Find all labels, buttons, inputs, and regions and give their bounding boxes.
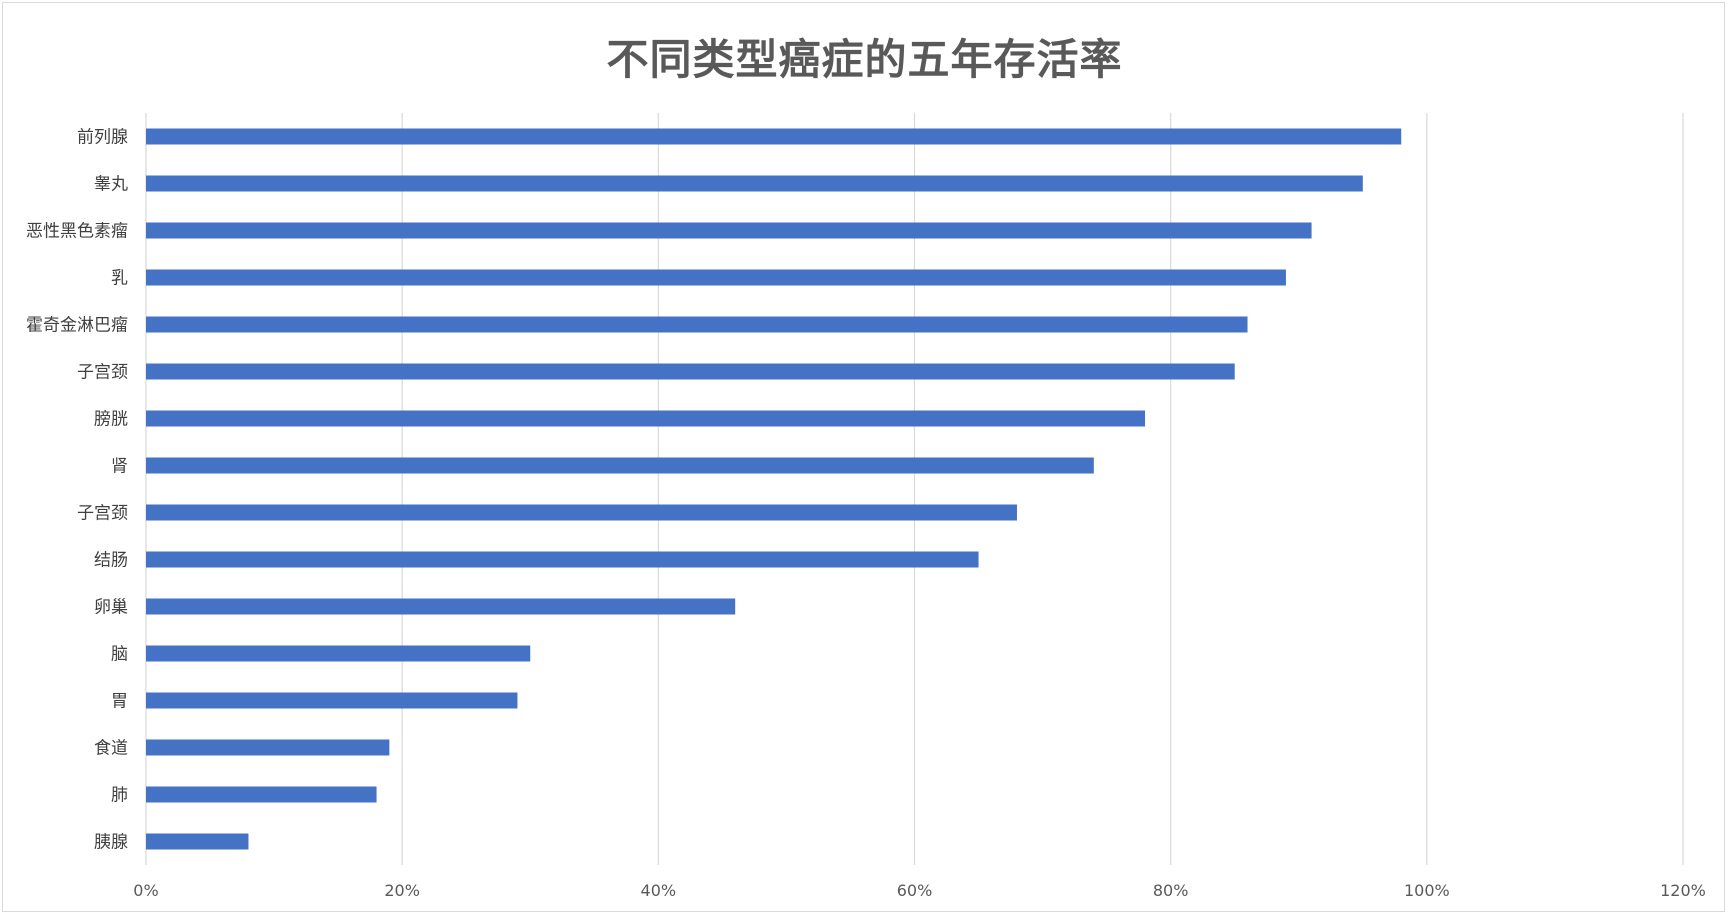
category-label: 胃: [111, 692, 128, 712]
bar: [146, 269, 1286, 286]
bar: [146, 739, 390, 756]
category-label: 霍奇金淋巴瘤: [26, 316, 128, 336]
bar: [146, 833, 249, 850]
x-tick-label: 100%: [1404, 881, 1450, 900]
x-tick-label: 60%: [897, 881, 933, 900]
category-label: 食道: [94, 739, 128, 759]
bar: [146, 786, 377, 803]
x-tick-labels: 0% 20% 40% 60% 80% 100% 120%: [133, 881, 1706, 900]
x-tick-label: 0%: [133, 881, 158, 900]
bar: [146, 645, 531, 662]
bar: [146, 410, 1146, 427]
bar: [146, 457, 1094, 474]
bars: [146, 128, 1402, 850]
bar: [146, 551, 979, 568]
bar: [146, 175, 1363, 192]
category-label: 脑: [111, 645, 128, 665]
category-label: 胰腺: [94, 833, 128, 853]
bar: [146, 363, 1235, 380]
category-label: 肾: [111, 457, 128, 477]
x-tick-label: 40%: [641, 881, 677, 900]
chart-title: 不同类型癌症的五年存活率: [606, 35, 1123, 84]
category-label: 子宫颈: [77, 504, 128, 524]
bar: [146, 222, 1312, 239]
x-tick-label: 20%: [384, 881, 420, 900]
bar: [146, 128, 1402, 145]
category-label: 结肠: [94, 551, 128, 571]
bar: [146, 316, 1248, 333]
x-tick-label: 80%: [1153, 881, 1189, 900]
bar: [146, 598, 736, 615]
category-label: 乳: [111, 269, 128, 289]
x-tick-label: 120%: [1660, 881, 1706, 900]
category-label: 睾丸: [94, 175, 128, 195]
category-label: 卵巢: [94, 598, 128, 618]
category-label: 肺: [111, 786, 128, 806]
bar: [146, 692, 518, 709]
category-label: 子宫颈: [77, 363, 128, 383]
category-label: 膀胱: [94, 410, 128, 430]
category-label: 恶性黑色素瘤: [26, 222, 128, 242]
category-label: 前列腺: [77, 128, 128, 148]
bar: [146, 504, 1017, 521]
